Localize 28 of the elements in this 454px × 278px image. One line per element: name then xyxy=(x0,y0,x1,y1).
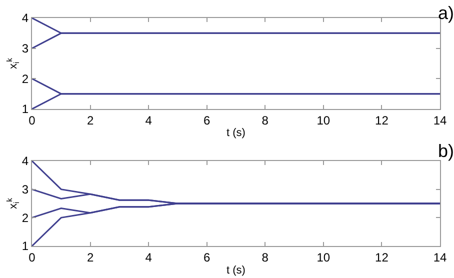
x-tick-label: 6 xyxy=(204,113,211,128)
y-tick-label: 3 xyxy=(22,42,29,56)
x-tick-label: 6 xyxy=(204,250,211,264)
x-tick-label: 12 xyxy=(375,113,389,128)
y-tick-label: 4 xyxy=(22,154,29,168)
x-tick-label: 2 xyxy=(86,113,94,128)
x-tick-label: 0 xyxy=(28,113,36,128)
annotation: b) xyxy=(438,141,454,161)
y-tick-label: 2 xyxy=(22,72,29,86)
x-tick-label: 4 xyxy=(145,250,152,264)
x-axis-title: t (s) xyxy=(226,127,246,139)
x-tick-label: 4 xyxy=(145,113,152,128)
y-tick-label: 4 xyxy=(22,11,29,26)
y-tick-label: 2 xyxy=(22,210,29,225)
x-tick-label: 14 xyxy=(433,113,447,128)
x-tick-label: 10 xyxy=(316,113,330,128)
x-tick-label: 2 xyxy=(86,250,94,264)
y-tick-label: 1 xyxy=(22,239,29,254)
annotation: a) xyxy=(438,3,454,23)
y-tick-label: 1 xyxy=(22,102,29,116)
x-axis-title: t (s) xyxy=(226,264,246,277)
x-tick-label: 12 xyxy=(375,250,389,264)
x-tick-label: 0 xyxy=(28,250,36,264)
y-tick-label: 3 xyxy=(22,182,29,197)
x-tick-label: 8 xyxy=(262,250,269,264)
x-tick-label: 10 xyxy=(316,250,330,264)
x-tick-label: 14 xyxy=(433,250,447,264)
x-tick-label: 8 xyxy=(262,113,269,128)
